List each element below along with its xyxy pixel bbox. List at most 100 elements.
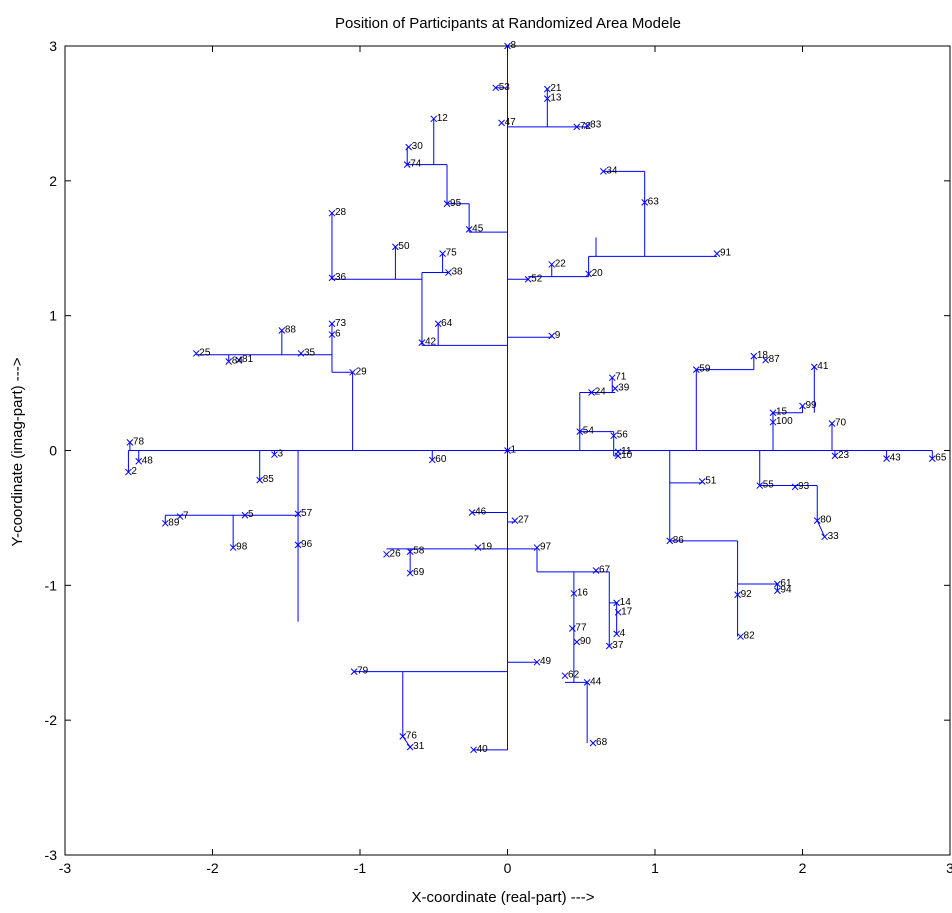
node-label: 81 [242,354,254,365]
y-tick-label: 2 [49,173,57,189]
node-35: 35 [297,347,316,358]
node-marker [734,591,741,599]
node-marker [533,658,541,666]
node-label: 94 [780,585,792,596]
node-69: 69 [406,567,425,578]
x-tick-label: 2 [799,860,807,876]
node-42: 42 [418,337,437,348]
node-46: 46 [468,507,487,518]
node-label: 74 [410,159,422,170]
node-marker [569,625,576,632]
y-tick-label: 0 [49,443,57,459]
node-86: 86 [666,535,685,546]
connection-lines [127,46,933,751]
node-marker [350,668,358,675]
node-marker [548,261,556,268]
node-marker [468,509,476,516]
node-marker [756,482,764,489]
node-marker [791,483,799,491]
node-label: 19 [481,542,493,553]
node-label: 100 [776,416,793,427]
node-marker [774,580,781,588]
node-label: 47 [505,117,517,128]
node-label: 7 [183,511,189,522]
node-label: 55 [763,480,775,491]
node-20: 20 [585,268,604,279]
node-99: 99 [799,400,818,411]
x-tick-label: -3 [59,860,72,876]
node-label: 65 [935,453,947,464]
node-label: 10 [621,450,633,461]
node-marker [573,123,581,131]
node-label: 98 [236,542,248,553]
node-marker [256,476,264,484]
node-label: 91 [720,248,732,259]
node-23: 23 [831,450,850,461]
node-marker [828,420,836,427]
node-1: 1 [504,445,517,456]
node-label: 83 [590,120,602,131]
node-label: 70 [835,418,847,429]
node-marker [614,448,622,456]
node-label: 96 [301,539,313,550]
node-marker [328,209,336,217]
node-17: 17 [614,606,633,617]
node-label: 86 [673,535,685,546]
node-marker [470,746,477,754]
node-58: 58 [406,546,425,557]
node-22: 22 [548,258,566,269]
node-marker [498,119,505,127]
node-73: 73 [328,318,347,329]
node-label: 3 [277,449,283,460]
node-label: 60 [435,454,447,465]
node-marker [588,389,595,396]
node-21: 21 [543,83,562,94]
node-marker [406,548,414,555]
node-label: 99 [806,400,818,411]
node-marker [799,402,806,410]
node-marker [543,85,551,93]
node-37: 37 [605,640,624,651]
node-72: 72 [573,121,591,132]
node-18: 18 [750,350,768,361]
x-tick-label: -1 [354,860,367,876]
node-marker [883,455,890,462]
node-49: 49 [533,656,552,667]
node-19: 19 [474,542,493,553]
node-label: 46 [475,507,487,518]
node-label: 92 [741,589,753,600]
node-markers: 1234567891011121314151617181920212223242… [125,40,947,755]
node-11: 11 [614,446,632,457]
node-label: 97 [540,542,552,553]
node-marker [403,161,411,169]
node-label: 2 [131,466,137,477]
node-88: 88 [278,324,296,335]
node-marker [605,642,613,650]
node-62: 62 [561,670,580,681]
node-89: 89 [161,517,180,528]
node-label: 11 [621,446,632,457]
node-label: 20 [592,268,604,279]
node-marker [126,439,134,446]
node-43: 43 [883,453,901,464]
node-label: 29 [356,366,368,377]
node-marker [576,428,584,435]
node-label: 54 [583,426,595,437]
y-tick-label: 1 [49,308,57,324]
node-marker [831,452,839,460]
connection-line [816,520,826,538]
node-marker [161,519,169,527]
node-label: 26 [390,548,402,559]
node-label: 6 [335,329,341,340]
x-tick-label: 1 [651,860,659,876]
node-marker [294,510,302,518]
node-61: 61 [774,578,792,589]
node-marker [613,599,621,607]
node-53: 53 [492,82,510,93]
node-100: 100 [769,416,793,427]
node-79: 79 [350,666,369,677]
node-marker [608,374,616,382]
node-marker [474,544,482,551]
node-label: 27 [518,515,530,526]
